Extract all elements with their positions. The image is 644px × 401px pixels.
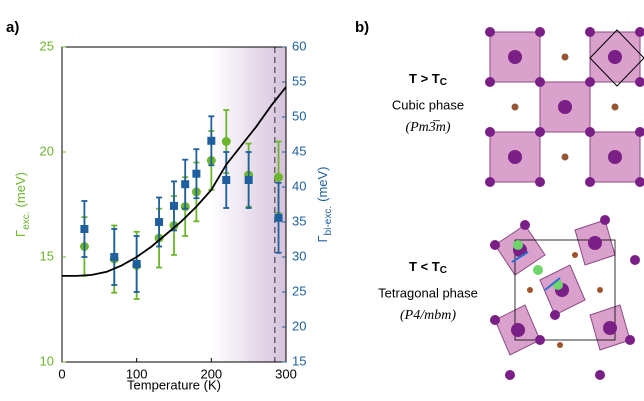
y2-tick-label: 30 bbox=[292, 248, 306, 263]
y2-axis-label: Γbi-exc. (meV) bbox=[315, 166, 333, 242]
data-point bbox=[207, 136, 216, 145]
data-point bbox=[222, 176, 231, 184]
tetragonal-structure bbox=[490, 215, 640, 380]
space-group: (P4/mbm) bbox=[400, 308, 456, 323]
data-point bbox=[181, 180, 190, 189]
label-unit: (meV) bbox=[13, 172, 28, 207]
data-point bbox=[170, 201, 178, 210]
y-tick-label: 25 bbox=[40, 38, 54, 53]
fit-line bbox=[62, 86, 287, 277]
data-point bbox=[110, 253, 119, 261]
phase-name: Tetragonal phase bbox=[378, 285, 478, 300]
data-point bbox=[155, 218, 164, 226]
y2-tick-label: 35 bbox=[292, 213, 306, 228]
phase-condition: T < TC bbox=[409, 259, 447, 275]
chart: 0 100 200 300 10 15 20 25 15 20 25 30 35 40 45 50 55 60 a)… bbox=[6, 19, 334, 392]
cubic-structure bbox=[485, 27, 644, 187]
label-subscript: exc. bbox=[21, 211, 32, 229]
y-tick-label: 15 bbox=[40, 248, 54, 263]
label-symbol: Γ bbox=[315, 235, 330, 242]
y-axis-label: Γexc. (meV) bbox=[13, 172, 31, 237]
data-point bbox=[221, 137, 231, 146]
panel-label: a) bbox=[6, 19, 19, 36]
label-subscript: bi-exc. bbox=[323, 206, 334, 235]
plot-frame bbox=[61, 46, 287, 363]
space-group: (Pm3̅m) bbox=[405, 120, 450, 135]
x-tick-label: 100 bbox=[126, 366, 148, 381]
data-point bbox=[244, 176, 253, 184]
data-point bbox=[274, 213, 283, 222]
y2-tick-label: 60 bbox=[292, 38, 306, 53]
data-point bbox=[192, 169, 201, 178]
condition-text: T < T bbox=[409, 259, 440, 274]
condition-text: T > T bbox=[409, 71, 440, 86]
y2-tick-label: 45 bbox=[292, 143, 306, 158]
data-point bbox=[274, 172, 284, 182]
crystal-diagrams: b) T > TC Cubic phase (Pm3̅m) T < TC Tet… bbox=[355, 19, 644, 380]
y2-tick-label: 20 bbox=[292, 318, 306, 333]
x-tick-label: 0 bbox=[58, 366, 65, 381]
label-symbol: Γ bbox=[13, 230, 28, 237]
y-tick-label: 20 bbox=[40, 143, 54, 158]
phase-name: Cubic phase bbox=[392, 97, 464, 112]
x-axis-label: Temperature (K) bbox=[127, 377, 221, 392]
x-tick-label: 300 bbox=[275, 366, 297, 381]
y2-tick-label: 15 bbox=[292, 353, 306, 368]
y2-tick-label: 50 bbox=[292, 108, 306, 123]
data-point bbox=[132, 260, 141, 268]
y-tick-label: 10 bbox=[40, 353, 54, 368]
condition-subscript: C bbox=[440, 77, 447, 88]
phase-condition: T > TC bbox=[409, 71, 447, 87]
label-unit: (meV) bbox=[315, 166, 330, 201]
condition-subscript: C bbox=[440, 265, 447, 276]
y2-tick-label: 25 bbox=[292, 283, 306, 298]
x-tick-label: 200 bbox=[200, 366, 222, 381]
panel-label: b) bbox=[355, 19, 369, 36]
y2-tick-label: 55 bbox=[292, 73, 306, 88]
data-point bbox=[80, 225, 89, 233]
y2-tick-label: 40 bbox=[292, 178, 306, 193]
